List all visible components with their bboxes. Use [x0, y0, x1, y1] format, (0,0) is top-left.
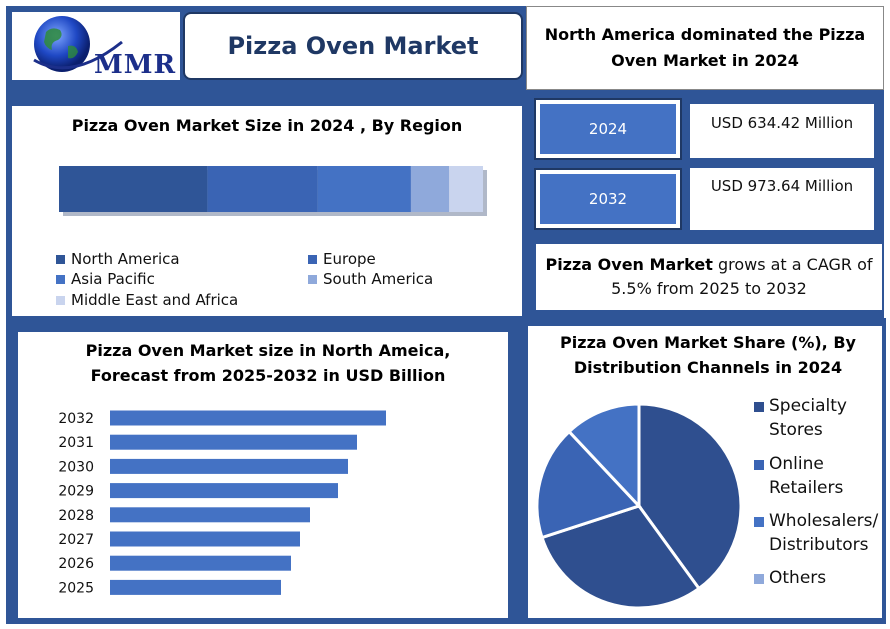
pie-legend-item: Wholesalers/Distributors — [754, 509, 878, 557]
legend-swatch — [754, 460, 764, 470]
bar-category-label: 2031 — [58, 435, 94, 451]
legend-label: North America — [71, 250, 180, 268]
stack-segment — [207, 166, 318, 212]
forecast-bar — [110, 434, 357, 450]
pie-legend-label: Wholesalers/ — [769, 511, 879, 531]
logo-text: MMR — [94, 50, 177, 80]
stat-2024-year: 2024 — [540, 104, 676, 154]
bar-category-label: 2028 — [58, 508, 94, 524]
region-legend-item: Middle East and Africa — [56, 291, 238, 309]
forecast-bar — [110, 555, 291, 571]
forecast-bar — [110, 458, 348, 474]
pie-legend-item: Specialty Stores — [754, 394, 847, 442]
pie-slice — [637, 402, 743, 591]
legend-label: Asia Pacific — [71, 270, 155, 288]
legend-swatch — [308, 254, 317, 264]
forecast-bar — [110, 579, 281, 595]
pie-chart-title: Pizza Oven Market Share (%), By Distribu… — [560, 333, 856, 377]
stack-segment — [449, 166, 483, 212]
pie-legend-label: Others — [769, 568, 827, 588]
region-legend-item: Europe — [308, 250, 376, 268]
stat-2032-year: 2032 — [540, 174, 676, 224]
region-legend-item: South America — [308, 270, 433, 288]
distribution-pie — [535, 402, 743, 610]
pie-slice — [540, 504, 702, 610]
region-legend-item: Asia Pacific — [56, 270, 155, 288]
bar-category-label: 2026 — [58, 556, 94, 572]
stat-2032-value: USD 973.64 Million — [690, 168, 874, 230]
title-panel: Pizza Oven Market — [183, 12, 523, 80]
forecast-bar — [110, 531, 300, 547]
region-stacked-bar — [59, 166, 487, 216]
region-chart-panel: Pizza Oven Market Size in 2024 , By Regi… — [12, 106, 522, 316]
cagr-subject: Pizza Oven Market — [545, 255, 713, 274]
headline-text: North America dominated the Pizza Oven M… — [544, 25, 866, 70]
pie-slice — [535, 429, 642, 540]
stack-segment — [59, 166, 208, 212]
stack-segment — [410, 166, 450, 212]
bar-category-label: 2030 — [58, 459, 94, 475]
pie-legend-label: Specialty — [769, 396, 847, 416]
bar-category-label: 2027 — [58, 532, 94, 548]
stat-2024-value: USD 634.42 Million — [690, 104, 874, 158]
forecast-bar-chart: 2032 2031 2030 2029 2028 2027 2026 2025 — [58, 410, 386, 596]
forecast-bar — [110, 507, 310, 523]
legend-swatch — [56, 274, 65, 284]
cagr-panel: Pizza Oven Market grows at a CAGR of 5.5… — [536, 244, 882, 310]
logo-panel: MMR — [12, 12, 180, 80]
legend-swatch — [56, 254, 65, 264]
stack-segment — [317, 166, 411, 212]
bar-category-label: 2025 — [58, 580, 94, 596]
globe-icon — [33, 16, 123, 72]
pie-slice — [567, 402, 641, 510]
legend-swatch — [754, 574, 764, 584]
forecast-bar — [110, 483, 338, 499]
legend-label: South America — [323, 270, 434, 288]
forecast-bar — [110, 410, 386, 426]
page-title: Pizza Oven Market — [227, 32, 479, 60]
pie-legend-label: Retailers — [769, 478, 844, 498]
legend-label: Middle East and Africa — [71, 291, 239, 309]
pie-legend-label: Distributors — [769, 535, 869, 555]
forecast-chart-panel: Pizza Oven Market size in North Ameica, … — [18, 332, 508, 618]
bar-category-label: 2032 — [58, 411, 94, 427]
forecast-chart-title: Pizza Oven Market size in North Ameica, … — [85, 341, 451, 385]
legend-label: Europe — [323, 250, 376, 268]
bar-category-label: 2029 — [58, 484, 94, 500]
pie-chart-panel: Pizza Oven Market Share (%), By Distribu… — [528, 326, 882, 618]
headline-panel: North America dominated the Pizza Oven M… — [526, 6, 884, 90]
pie-legend-label: Online — [769, 454, 824, 474]
stat-2024-year-box: 2024 — [534, 98, 682, 160]
region-legend-item: North America — [56, 250, 180, 268]
pie-legend-item: Others — [754, 566, 826, 590]
stat-2032-year-box: 2032 — [534, 168, 682, 230]
region-chart-title: Pizza Oven Market Size in 2024 , By Regi… — [71, 116, 463, 135]
pie-legend-label: Stores — [769, 420, 823, 440]
cagr-text: grows at a CAGR of 5.5% from 2025 to 203… — [611, 255, 873, 298]
pie-legend-item: Online Retailers — [754, 452, 843, 500]
legend-swatch — [308, 274, 317, 284]
legend-swatch — [754, 517, 764, 527]
legend-swatch — [754, 402, 764, 412]
legend-swatch — [56, 295, 65, 305]
